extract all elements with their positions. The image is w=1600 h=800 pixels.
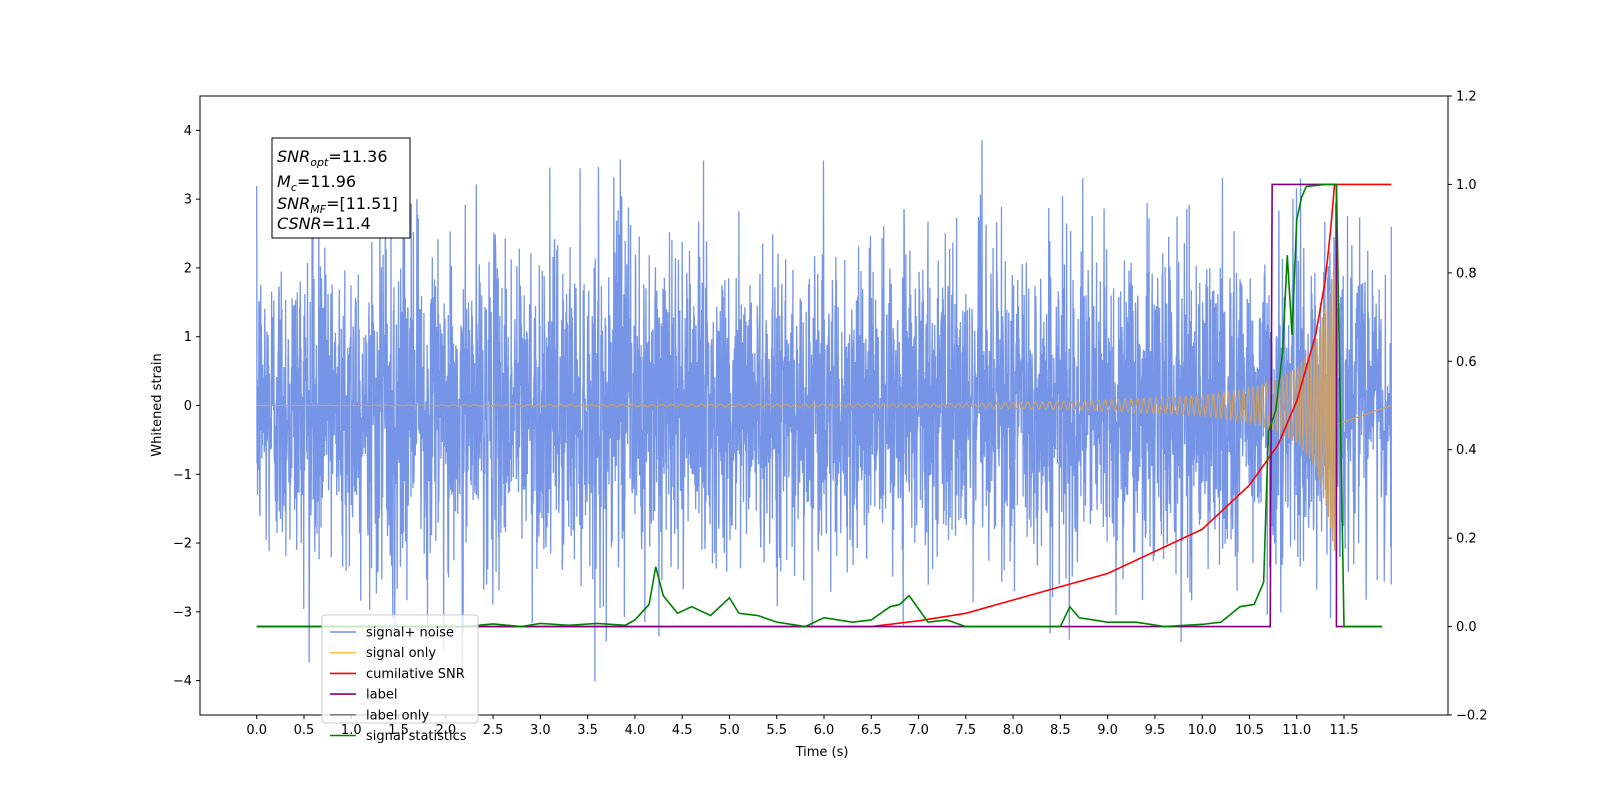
x-tick-label: 3.0 — [530, 723, 551, 738]
y-left-tick-label: −1 — [173, 468, 192, 483]
y-right-tick-label: 0.6 — [1456, 355, 1477, 370]
series-cumilative-snr — [256, 183, 1392, 628]
x-tick-label: 7.5 — [955, 723, 976, 738]
y-left-tick-label: 1 — [184, 330, 192, 345]
annotation-frame — [271, 137, 411, 239]
y-right-tick-label: 0.0 — [1456, 620, 1477, 635]
y-left-tick-label: −2 — [173, 537, 192, 552]
x-tick-label: 5.0 — [719, 723, 740, 738]
y-left-tick-label: −3 — [173, 605, 192, 620]
y-left-tick-label: 4 — [184, 124, 192, 139]
x-tick-label: 0.0 — [246, 723, 267, 738]
legend-frame — [321, 614, 479, 724]
x-tick-label: 5.5 — [766, 723, 787, 738]
x-tick-label: 2.0 — [435, 723, 456, 738]
annotation-snr-mf: SNRMF=[11.51] — [277, 194, 398, 216]
legend-label: signal statistics — [366, 729, 467, 744]
annotation-box: SNRopt=11.36 Mc=11.96 SNRMF=[11.51] CSNR… — [271, 137, 411, 239]
x-tick-label: 4.5 — [672, 723, 693, 738]
series-signal-only — [256, 256, 1392, 561]
x-tick-label: 10.0 — [1188, 723, 1217, 738]
series-signal-statistics — [256, 183, 1382, 628]
y-right-tick-label: 0.2 — [1456, 532, 1477, 547]
x-tick-label: 10.5 — [1235, 723, 1264, 738]
annotation-mc: Mc=11.96 — [277, 172, 356, 194]
legend-label: label only — [366, 708, 429, 723]
series-layer — [256, 140, 1392, 682]
legend-label: cumilative SNR — [366, 667, 465, 682]
annotation-snr-opt: SNRopt=11.36 — [277, 147, 388, 169]
x-tick-label: 11.0 — [1282, 723, 1311, 738]
x-tick-label: 6.5 — [861, 723, 882, 738]
x-tick-label: 9.5 — [1145, 723, 1166, 738]
y-right-tick-label: 1.0 — [1456, 178, 1477, 193]
x-tick-label: 2.5 — [483, 723, 504, 738]
x-tick-label: 1.0 — [341, 723, 362, 738]
x-tick-label: 3.5 — [577, 723, 598, 738]
legend: signal+ noise signal only cumilative SNR la… — [321, 614, 479, 744]
x-tick-label: 4.0 — [625, 723, 646, 738]
x-tick-label: 0.5 — [294, 723, 315, 738]
x-tick-label: 11.5 — [1330, 723, 1359, 738]
y-right-tick-label: 0.8 — [1456, 266, 1477, 281]
legend-label: label — [366, 688, 397, 703]
y-axis-right: −0.2 0.0 0.2 0.4 0.6 0.8 1.0 1.2 — [1448, 90, 1488, 724]
x-tick-label: 6.0 — [814, 723, 835, 738]
legend-label: signal only — [366, 646, 436, 661]
x-tick-label: 9.0 — [1097, 723, 1118, 738]
x-axis-label: Time (s) — [795, 745, 849, 760]
x-tick-label: 8.5 — [1050, 723, 1071, 738]
y-right-tick-label: −0.2 — [1456, 709, 1488, 724]
legend-label: signal+ noise — [366, 626, 454, 641]
y-left-tick-label: −4 — [173, 674, 192, 689]
annotation-csnr: CSNR=11.4 — [277, 214, 371, 233]
y-right-tick-label: 0.4 — [1456, 443, 1477, 458]
x-tick-label: 7.0 — [908, 723, 929, 738]
x-tick-label: 1.5 — [388, 723, 409, 738]
y-left-tick-label: 2 — [184, 261, 192, 276]
y-axis-left: −4 −3 −2 −1 0 1 2 3 4 — [173, 124, 200, 689]
x-axis: 0.0 0.5 1.0 1.5 2.0 2.5 3.0 3.5 4.0 4.5 5.0 5.5 6.0 6… — [246, 715, 1358, 738]
x-tick-label: 8.0 — [1003, 723, 1024, 738]
y-left-tick-label: 0 — [184, 399, 192, 414]
y-right-tick-label: 1.2 — [1456, 90, 1477, 105]
y-left-tick-label: 3 — [184, 193, 192, 208]
y-axis-label: Whitened strain — [150, 353, 165, 456]
